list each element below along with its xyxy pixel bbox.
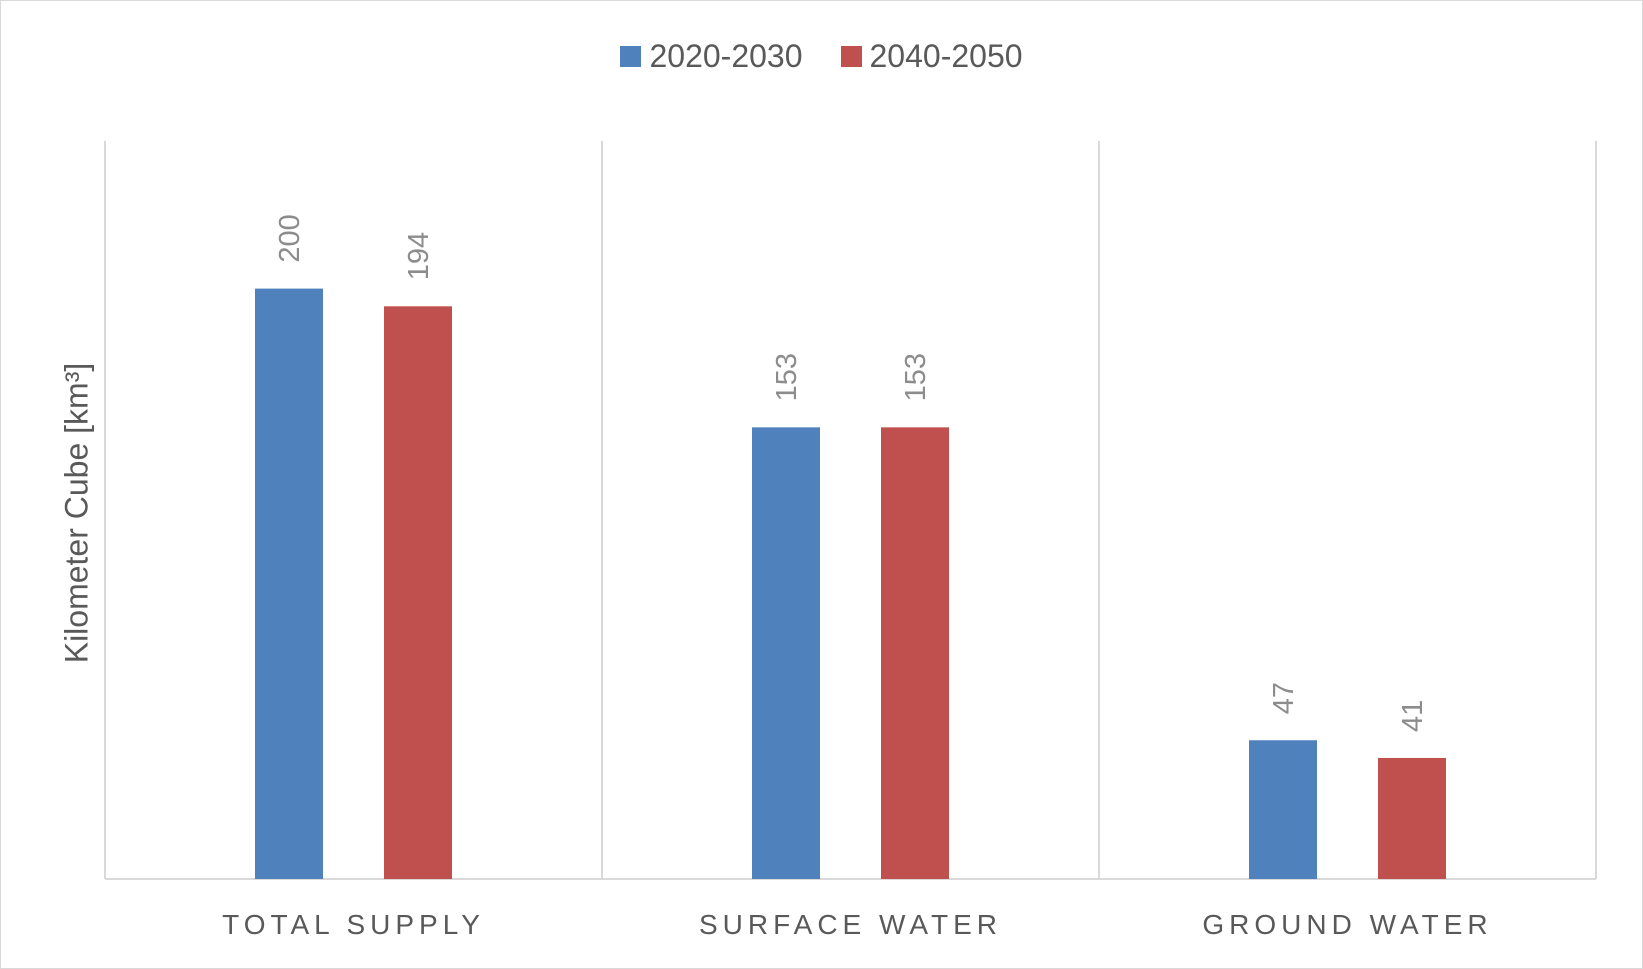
- bar-1-1: [255, 288, 323, 880]
- data-label: 200: [274, 214, 306, 262]
- bar-2-3: [1378, 757, 1446, 879]
- legend-label-series-1: 2020-2030: [649, 38, 803, 74]
- legend-swatch-series-1: [620, 46, 642, 67]
- data-label: 47: [1268, 682, 1300, 714]
- data-label: 153: [771, 353, 803, 401]
- chart-legend: 2020-2030 2040-2050: [0, 38, 1643, 75]
- data-label: 41: [1397, 700, 1429, 732]
- legend-label-series-2: 2040-2050: [869, 38, 1023, 74]
- legend-swatch-series-2: [840, 46, 862, 67]
- legend-item-series-1: 2020-2030: [620, 38, 803, 75]
- bar-1-2: [752, 427, 820, 879]
- legend-item-series-2: 2040-2050: [840, 38, 1023, 75]
- x-tick-label: GROUND WATER: [1202, 909, 1492, 940]
- bar-2-2: [881, 427, 949, 879]
- x-tick-label: SURFACE WATER: [699, 909, 1002, 940]
- data-label: 153: [900, 353, 932, 401]
- data-label: 194: [403, 232, 435, 280]
- bar-1-3: [1249, 740, 1317, 879]
- x-tick-label: TOTAL SUPPLY: [222, 909, 485, 940]
- bar-2-1: [384, 306, 452, 879]
